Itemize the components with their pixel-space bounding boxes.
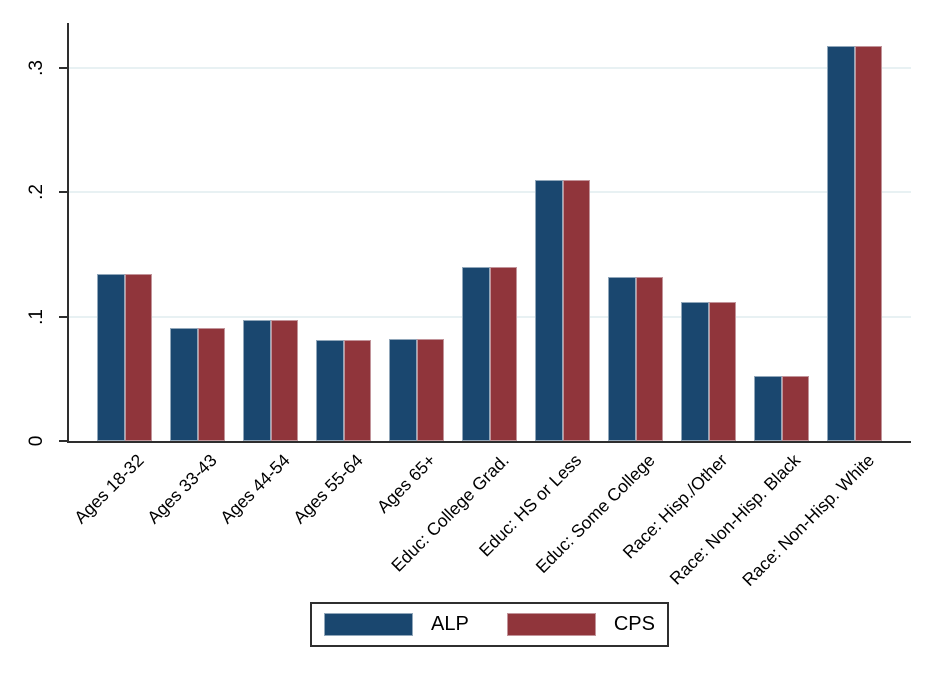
- x-axis-category-label: Race: Non-Hisp. Black: [666, 450, 805, 589]
- y-axis-tick-label: 0: [26, 435, 47, 447]
- y-axis-tick: [59, 440, 67, 442]
- y-axis-tick-label: .2: [26, 184, 47, 200]
- bar-alp-8: [608, 277, 636, 441]
- bar-alp-3: [243, 320, 271, 441]
- bar-alp-4: [316, 340, 344, 441]
- y-axis-tick-label: .1: [26, 308, 47, 325]
- bar-cps-10: [781, 376, 809, 441]
- y-axis-line: [67, 23, 69, 443]
- gridline-.3: [67, 66, 911, 69]
- gridline-.2: [67, 191, 911, 193]
- bar-cps-5: [416, 339, 444, 441]
- x-axis-line: [67, 441, 911, 443]
- x-axis-category-label: Ages 33-43: [143, 450, 221, 528]
- bar-cps-11: [854, 46, 882, 441]
- legend-item-alp: ALP: [324, 613, 469, 636]
- bar-alp-1: [97, 274, 125, 441]
- bar-cps-9: [708, 302, 736, 441]
- legend-label-cps: CPS: [613, 613, 655, 635]
- bar-cps-1: [124, 274, 152, 441]
- y-axis-tick: [59, 315, 67, 318]
- y-axis-tick-label: .3: [26, 59, 47, 76]
- bar-alp-9: [681, 302, 709, 441]
- legend-swatch-alp: [324, 613, 414, 636]
- bar-cps-7: [562, 180, 590, 441]
- bar-alp-6: [462, 267, 490, 441]
- bar-alp-2: [170, 328, 198, 441]
- legend: ALP CPS: [310, 602, 669, 647]
- x-axis-category-label: Ages 65+: [372, 450, 440, 517]
- bar-alp-5: [389, 339, 417, 441]
- bar-cps-4: [343, 340, 371, 441]
- bar-alp-7: [535, 180, 563, 441]
- x-axis-category-label: Ages 55-64: [289, 450, 367, 528]
- y-axis-tick: [59, 191, 67, 193]
- x-axis-category-label: Ages 18-32: [70, 450, 148, 528]
- legend-swatch-cps: [506, 613, 596, 636]
- bar-cps-3: [270, 320, 298, 441]
- bar-alp-10: [754, 376, 782, 441]
- bar-cps-6: [489, 267, 517, 441]
- x-axis-category-label: Race: Non-Hisp. White: [737, 450, 878, 590]
- y-axis-tick: [59, 66, 67, 69]
- legend-item-cps: CPS: [506, 613, 655, 636]
- bar-alp-11: [827, 46, 855, 441]
- x-axis-category-label: Ages 44-54: [216, 450, 294, 528]
- bar-cps-8: [635, 277, 663, 441]
- bar-cps-2: [197, 328, 225, 441]
- legend-label-alp: ALP: [431, 613, 469, 635]
